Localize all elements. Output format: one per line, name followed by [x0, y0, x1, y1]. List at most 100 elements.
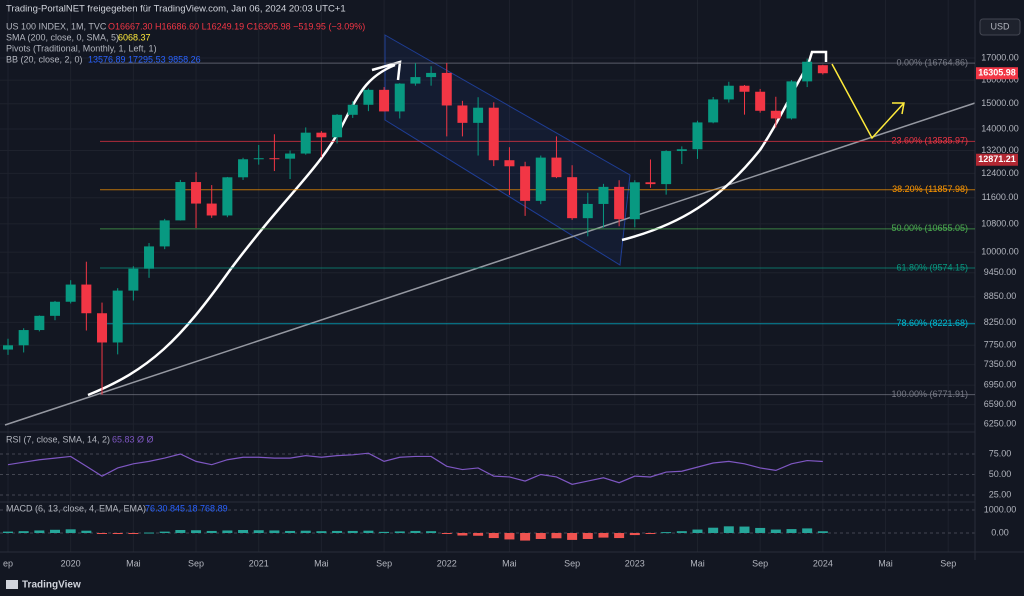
macd-values: 76.30 845.18 768.89 [145, 503, 228, 513]
y-tick-label: 7350.00 [984, 359, 1017, 369]
marks: 17000.00 16000.00 15000.00 14000.00 13200.00… [3, 52, 1019, 568]
candle-body [504, 160, 515, 167]
macd-histogram [379, 531, 390, 533]
macd-histogram [567, 533, 578, 540]
level-label: 78.60% (8221.68) [896, 318, 968, 328]
rsi-name: RSI (7, close, SMA, 14, 2) [6, 434, 110, 444]
macd-histogram [520, 533, 531, 541]
x-tick-label: 2021 [249, 558, 269, 568]
price-label-box [976, 67, 1018, 80]
y-tick-label: 1000.00 [984, 504, 1017, 514]
candle-body [614, 186, 625, 220]
macd-histogram [144, 532, 155, 534]
macd-histogram [34, 530, 45, 533]
candle-body [206, 203, 217, 216]
macd-histogram [363, 530, 374, 533]
candle-body [661, 151, 672, 185]
x-tick-label: ep [3, 558, 13, 568]
indicator-name: BB (20, close, 2, 0) [6, 54, 83, 64]
drawing [831, 63, 905, 140]
y-tick-label: 16000.00 [981, 75, 1019, 85]
macd-histogram [473, 533, 484, 536]
x-tick-label: Sep [376, 558, 392, 568]
candle-body [598, 186, 609, 204]
macd-histogram [629, 533, 640, 536]
candle-body [175, 182, 186, 221]
macd-histogram [645, 533, 656, 534]
candle-body [817, 65, 828, 74]
candle-body [645, 182, 656, 185]
candle-body [770, 110, 781, 119]
candle-body [520, 166, 531, 201]
y-tick-label: 11600.00 [982, 192, 1019, 202]
x-tick-label: Mai [878, 558, 893, 568]
candle-body [723, 85, 734, 100]
candle-body [222, 177, 233, 216]
macd-histogram [347, 530, 358, 533]
macd-histogram [582, 533, 593, 539]
x-tick-label: Mai [314, 558, 329, 568]
currency: USD [990, 21, 1010, 31]
macd-histogram [285, 530, 296, 533]
macd-histogram [332, 530, 343, 533]
candle-body [567, 177, 578, 219]
macd-histogram [112, 533, 123, 534]
macd-histogram [708, 527, 719, 533]
macd-histogram [128, 533, 139, 534]
macd-histogram [817, 531, 828, 533]
drawing [87, 60, 402, 397]
indicator-values: 13576.89 17295.53 9858.26 [88, 54, 201, 64]
candle-body [285, 153, 296, 159]
symbol: US 100 INDEX, 1M, TVC [6, 21, 107, 31]
macd-histogram [755, 527, 766, 533]
header-title: Trading-PortalNET freigegeben für Tradin… [6, 4, 346, 15]
candle-body [410, 77, 421, 84]
candle-body [755, 91, 766, 111]
candle-body [112, 290, 123, 343]
price-label: 12871.21 [978, 154, 1016, 164]
macd-histogram [535, 533, 546, 539]
macd-histogram [410, 530, 421, 533]
level-label: 0.00% (16764.86) [896, 57, 968, 67]
level-label: 50.00% (10655.05) [891, 223, 968, 233]
candle-body [582, 203, 593, 219]
trendline [4, 102, 976, 426]
macd-histogram [802, 528, 813, 533]
y-tick-label: 10800.00 [981, 218, 1019, 228]
macd-histogram [222, 530, 233, 533]
macd-histogram [18, 531, 29, 533]
candle-body [426, 72, 437, 78]
candle-body [363, 89, 374, 105]
level-label: 100.00% (6771.91) [891, 389, 968, 399]
x-tick-label: Sep [752, 558, 768, 568]
candle-body [159, 220, 170, 247]
macd-histogram [739, 526, 750, 533]
macd-name: MACD (6, 13, close, 4, EMA, EMA) [6, 503, 146, 513]
macd-histogram [394, 531, 405, 533]
macd-histogram [661, 532, 672, 534]
y-tick-label: 14000.00 [981, 123, 1019, 133]
macd-histogram [191, 530, 202, 533]
price-label-box [976, 153, 1018, 166]
grid [0, 0, 975, 552]
y-tick-label: 25.00 [989, 489, 1012, 499]
x-tick-label: 2020 [61, 558, 81, 568]
candle-body [238, 159, 249, 178]
candle-body [3, 345, 13, 350]
macd-histogram [65, 529, 76, 533]
macd-histogram [316, 531, 327, 533]
indicator-name: Pivots (Traditional, Monthly, 1, Left, 1… [6, 43, 157, 53]
macd-histogram [676, 531, 687, 533]
y-tick-label: 17000.00 [981, 52, 1019, 62]
level-label: 38.20% (11857.98) [892, 184, 968, 194]
candle-body [253, 158, 264, 160]
footer: TradingView [22, 580, 81, 591]
y-tick-label: 50.00 [989, 469, 1012, 479]
macd-histogram [253, 530, 264, 533]
macd-histogram [426, 531, 437, 533]
y-tick-label: 15000.00 [981, 98, 1019, 108]
x-tick-label: Sep [940, 558, 956, 568]
y-tick-label: 7750.00 [984, 340, 1017, 350]
macd-histogram [488, 533, 499, 539]
